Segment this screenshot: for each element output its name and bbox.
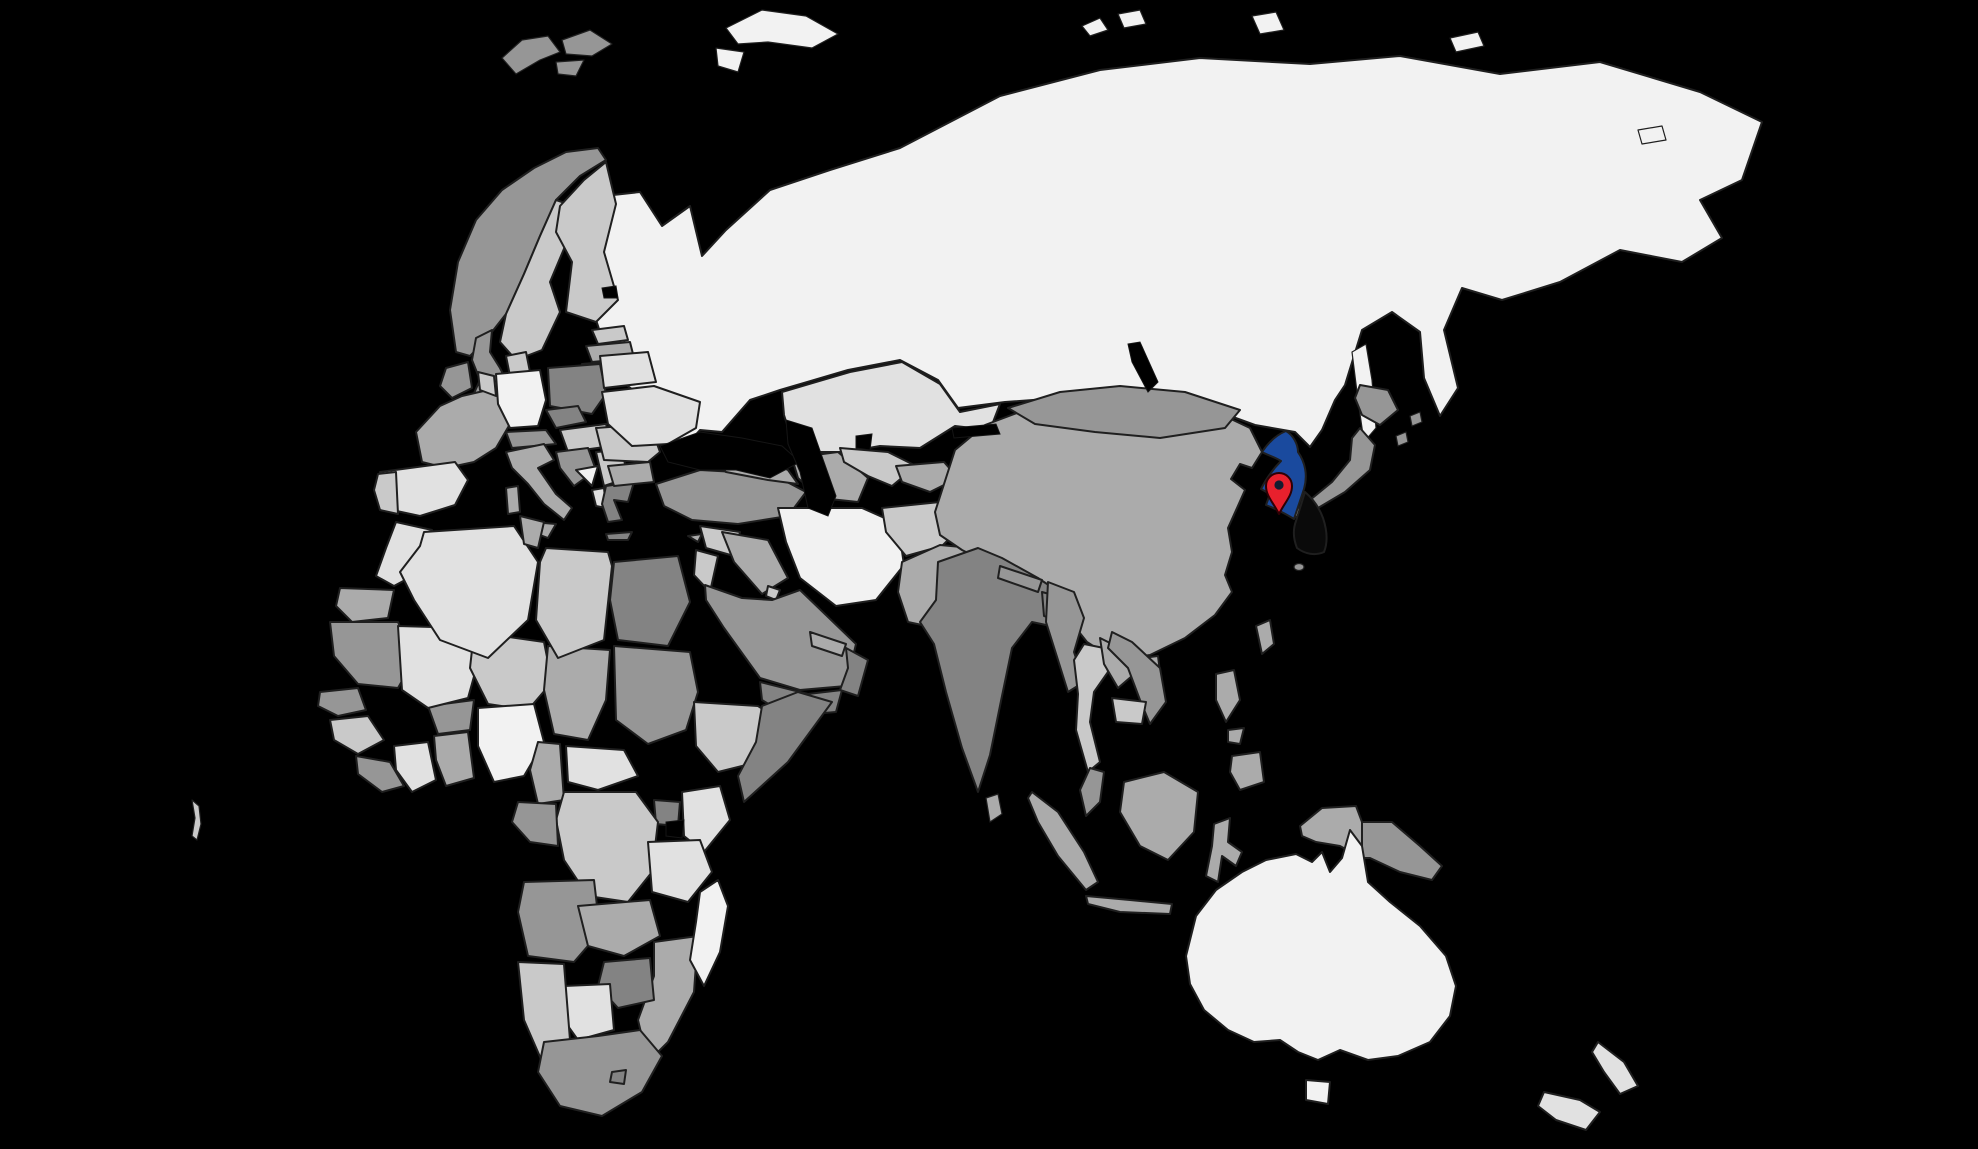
country-central-african-republic[interactable] xyxy=(565,745,639,791)
island-tasmania[interactable] xyxy=(1305,1079,1331,1105)
country-somalia[interactable] xyxy=(737,691,833,803)
country-south-africa[interactable] xyxy=(537,1029,663,1117)
country-ireland[interactable] xyxy=(439,361,473,399)
country-greece[interactable] xyxy=(601,481,635,523)
country-iraq[interactable] xyxy=(721,531,789,595)
country-lesotho[interactable] xyxy=(609,1069,627,1085)
country-brazil-sliver[interactable] xyxy=(191,799,202,841)
country-uae-qatar[interactable] xyxy=(809,631,847,657)
country-oman[interactable] xyxy=(839,647,869,697)
caspian-sea xyxy=(785,419,837,517)
island-new-siberian[interactable] xyxy=(1449,31,1485,53)
island-franz-josef-2[interactable] xyxy=(1117,9,1147,29)
country-sudan[interactable] xyxy=(613,645,699,745)
country-poland[interactable] xyxy=(547,363,607,415)
country-belarus[interactable] xyxy=(599,351,657,389)
island-luzon[interactable] xyxy=(1215,669,1241,723)
island-madagascar[interactable] xyxy=(689,879,729,987)
countries-layer xyxy=(191,9,1763,1131)
country-benelux[interactable] xyxy=(477,371,497,397)
country-australia[interactable] xyxy=(1185,829,1457,1061)
location-pin-body[interactable] xyxy=(1265,472,1293,515)
country-zambia[interactable] xyxy=(577,899,661,957)
country-uzbekistan[interactable] xyxy=(839,447,917,487)
country-finland[interactable] xyxy=(555,161,619,323)
country-germany[interactable] xyxy=(495,369,547,429)
country-libya[interactable] xyxy=(535,547,613,659)
country-mauritania[interactable] xyxy=(329,621,415,689)
country-russia[interactable] xyxy=(571,55,1763,453)
black-sea xyxy=(659,431,801,479)
country-cambodia[interactable] xyxy=(1111,697,1147,725)
country-bosnia[interactable] xyxy=(575,465,599,487)
country-kenya[interactable] xyxy=(681,785,731,853)
island-wrangel[interactable] xyxy=(1637,125,1667,145)
island-mindanao[interactable] xyxy=(1229,751,1265,791)
country-czechia[interactable] xyxy=(545,405,587,429)
island-new-zealand-north[interactable] xyxy=(1591,1041,1639,1095)
island-severnaya-zemlya[interactable] xyxy=(1251,11,1285,35)
island-visayas[interactable] xyxy=(1227,727,1245,745)
country-chad[interactable] xyxy=(543,645,611,741)
location-pin-marker[interactable] xyxy=(1265,472,1293,515)
country-south-korea[interactable] xyxy=(1292,491,1328,556)
country-iran[interactable] xyxy=(777,507,905,607)
island-sri-lanka[interactable] xyxy=(985,793,1003,823)
island-new-zealand-south[interactable] xyxy=(1537,1091,1601,1131)
island-kuril-1[interactable] xyxy=(1395,431,1409,447)
country-ivory-coast[interactable] xyxy=(393,741,437,793)
island-crete[interactable] xyxy=(605,531,633,541)
island-svalbard-east[interactable] xyxy=(555,59,585,77)
aral-sea xyxy=(855,433,873,451)
island-novaya-zemlya-south[interactable] xyxy=(715,47,745,73)
country-cameroon[interactable] xyxy=(529,741,565,805)
island-java[interactable] xyxy=(1085,895,1173,915)
country-western-sahara[interactable] xyxy=(335,587,395,623)
country-guinea[interactable] xyxy=(329,715,385,755)
island-svalbard-west[interactable] xyxy=(501,35,561,75)
lake-balkhash xyxy=(951,423,1001,439)
island-borneo[interactable] xyxy=(1119,771,1199,861)
country-nigeria[interactable] xyxy=(477,703,545,783)
island-cyprus[interactable] xyxy=(687,533,703,543)
island-sulawesi[interactable] xyxy=(1205,817,1243,883)
country-italy[interactable] xyxy=(505,443,573,521)
country-mongolia[interactable] xyxy=(1007,385,1241,439)
country-egypt[interactable] xyxy=(609,555,691,647)
lake-ladoga xyxy=(601,285,619,299)
country-sierra-leone-liberia[interactable] xyxy=(355,755,405,793)
water-bodies-layer xyxy=(601,285,1159,839)
island-jeju[interactable] xyxy=(1293,562,1305,572)
island-franz-josef[interactable] xyxy=(1081,17,1109,37)
country-ghana[interactable] xyxy=(433,731,475,787)
country-malaysia[interactable] xyxy=(1079,767,1105,817)
country-gabon-congo[interactable] xyxy=(511,801,559,847)
location-pin-hole xyxy=(1274,480,1284,490)
country-india[interactable] xyxy=(919,547,1079,793)
country-angola[interactable] xyxy=(517,879,601,963)
island-svalbard-north[interactable] xyxy=(561,29,613,57)
country-tanzania[interactable] xyxy=(647,839,713,903)
lake-victoria xyxy=(665,819,685,839)
country-burkina-faso[interactable] xyxy=(427,699,475,735)
country-bulgaria[interactable] xyxy=(607,461,655,487)
country-senegal[interactable] xyxy=(317,687,367,717)
country-austria[interactable] xyxy=(505,429,557,449)
country-portugal[interactable] xyxy=(373,471,399,515)
country-estonia[interactable] xyxy=(591,325,629,345)
island-sumatra[interactable] xyxy=(1027,791,1099,891)
lake-baikal xyxy=(1127,341,1159,393)
island-sardinia[interactable] xyxy=(505,485,521,515)
island-novaya-zemlya[interactable] xyxy=(725,9,839,49)
country-norway[interactable] xyxy=(449,147,607,357)
country-vietnam[interactable] xyxy=(1107,631,1167,725)
country-ukraine[interactable] xyxy=(601,385,701,447)
country-tunisia[interactable] xyxy=(519,515,545,549)
country-nepal[interactable] xyxy=(997,565,1043,593)
island-hokkaido[interactable] xyxy=(1354,384,1399,426)
island-kuril-2[interactable] xyxy=(1409,411,1423,427)
island-taiwan[interactable] xyxy=(1255,619,1275,655)
